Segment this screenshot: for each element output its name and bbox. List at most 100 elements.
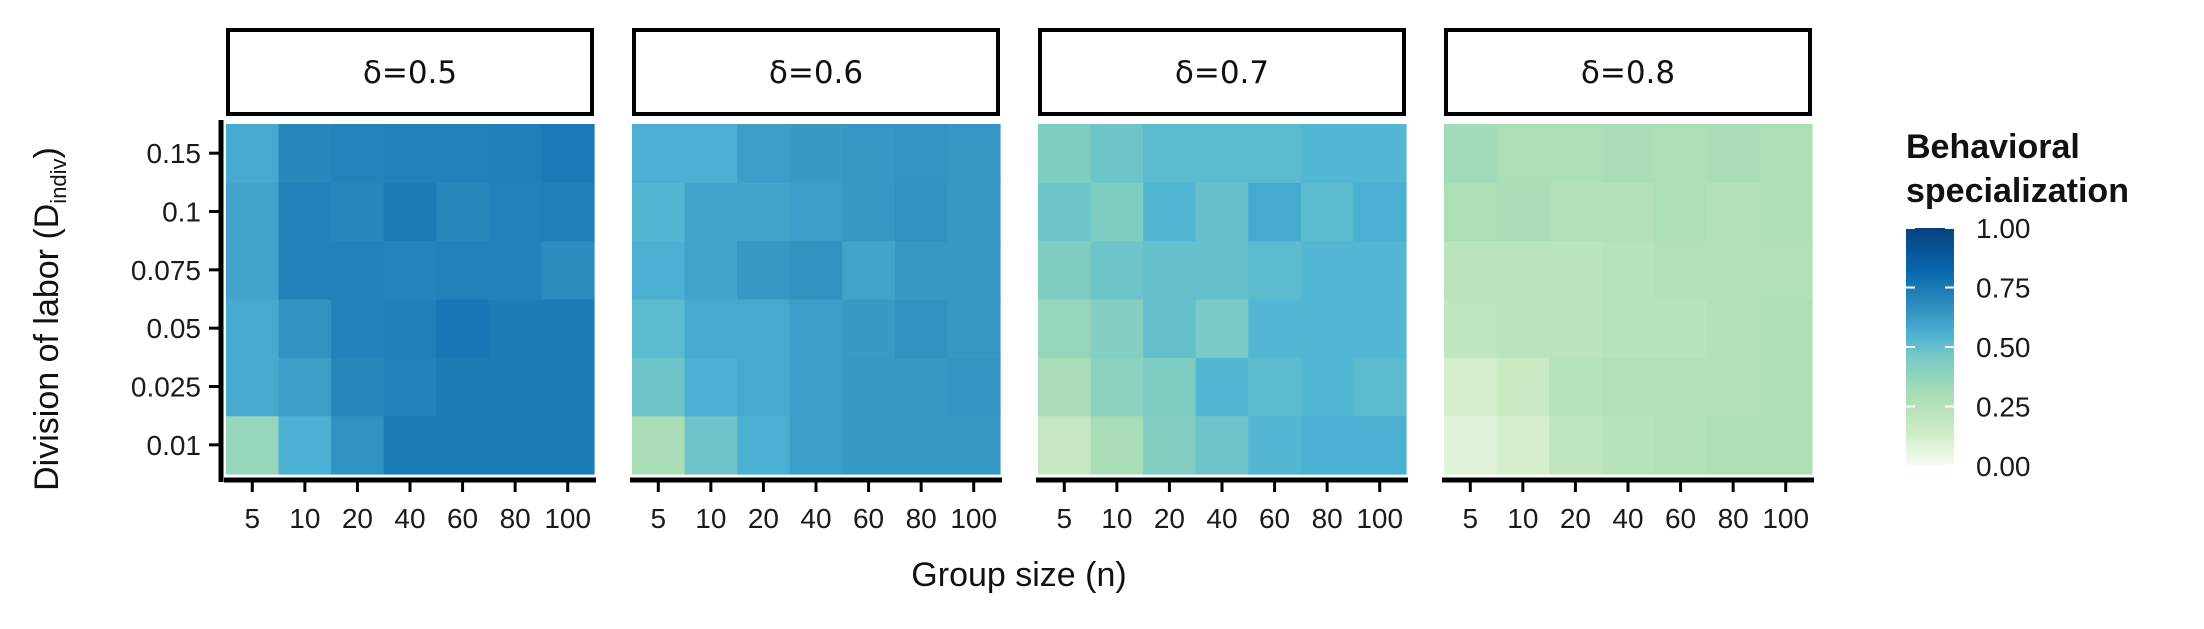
heatmap-cell [1090,240,1144,300]
heatmap-cell [1143,357,1197,417]
heatmap-cell [331,182,385,242]
heatmap-cell [1549,240,1603,300]
heatmap-cell [1143,299,1197,358]
x-axis-title: Group size (n) [911,556,1126,594]
heatmap-cell [737,357,791,417]
heatmap-cell [541,357,595,417]
heatmap-cell [1601,240,1655,300]
x-tick-label: 20 [1154,503,1185,534]
heatmap-cell [1038,182,1092,242]
heatmap-cell [894,182,949,242]
x-tick-label: 10 [695,503,726,534]
x-tick-label: 100 [544,503,591,534]
facet-strip [1038,28,1406,116]
heatmap-cell [1300,415,1355,475]
heatmap-cell [684,124,738,183]
heatmap-cell [1090,357,1144,417]
heatmap-cell [789,182,843,242]
heatmap-cell [789,124,843,183]
heatmap-cell [1759,182,1813,242]
x-tick-label: 20 [748,503,779,534]
y-axis-title-main: Division of labor (D [28,204,66,491]
y-tick-label: 0.075 [131,255,201,286]
heatmap-cell [1248,124,1302,183]
heatmap-cell [1038,357,1092,417]
heatmap-cell [737,182,791,242]
heatmap-cell [1496,357,1550,417]
heatmap-cell [632,240,686,300]
x-tick-label: 40 [1206,503,1237,534]
heatmap-cell [1759,124,1813,183]
heatmap-cell [894,124,949,183]
heatmap-cell [1353,415,1407,475]
heatmap-cell [684,182,738,242]
heatmap-cell [436,124,490,183]
y-tick-label: 0.15 [147,138,202,169]
legend-title-line-2: specialization [1906,172,2129,210]
heatmap-cell [1248,182,1302,242]
x-tick-label: 60 [853,503,884,534]
x-tick-label: 40 [800,503,831,534]
heatmap-cell [1090,299,1144,358]
heatmap-cell [541,240,595,300]
heatmap-cell [947,182,1001,242]
heatmap-cell [947,415,1001,475]
heatmap-cell [488,240,543,300]
heatmap-cell [1090,124,1144,183]
heatmap-cell [894,357,949,417]
heatmap-cell [226,415,280,475]
heatmap-cell [1195,182,1249,242]
heatmap-cell [1300,182,1355,242]
heatmap-cell [1038,299,1092,358]
heatmap-cell [1353,182,1407,242]
heatmap-cell [684,299,738,358]
heatmap-cell [789,415,843,475]
heatmap-cell [1195,299,1249,358]
heatmap-cell [1496,182,1550,242]
heatmap-cell [842,182,896,242]
heatmap-cell [383,415,437,475]
heatmap-cell [278,240,332,300]
heatmap-cell [1300,357,1355,417]
x-tick-label: 5 [1462,503,1478,534]
heatmap-cell [541,124,595,183]
x-tick-label: 80 [1718,503,1749,534]
heatmap-cell [737,124,791,183]
heatmap-cell [632,299,686,358]
heatmap-cell [1706,124,1761,183]
heatmap-cell [789,299,843,358]
x-tick-label: 100 [1762,503,1809,534]
facet-panel: δ=0.8 5 10 20 40 60 80 100 [1442,28,1814,534]
heatmap-cell [1706,240,1761,300]
heatmap-cell [684,357,738,417]
heatmap-cell [226,182,280,242]
heatmap-cell [1353,240,1407,300]
heatmap-cell [383,182,437,242]
x-tick-label: 100 [950,503,997,534]
heatmap-cell [1353,299,1407,358]
heatmap-cell [541,415,595,475]
heatmap-cell [947,357,1001,417]
heatmap-cell [947,299,1001,358]
heatmap-cell [1444,124,1498,183]
heatmap-cell [1143,182,1197,242]
legend-tick-label: 1.00 [1976,213,2031,244]
heatmap-cell [1654,415,1708,475]
heatmap-cell [1601,415,1655,475]
heatmap-cell [1706,357,1761,417]
heatmap-cell [1496,415,1550,475]
x-tick-label: 20 [1560,503,1591,534]
heatmap-cell [1549,415,1603,475]
heatmap-cell [1444,182,1498,242]
heatmap-cell [278,415,332,475]
heatmap-cell [842,299,896,358]
x-tick-label: 60 [1259,503,1290,534]
facet-panel: δ=0.7 5 10 20 40 60 80 100 [1036,28,1408,534]
heatmap-cell [436,182,490,242]
legend-tick-label: 0.00 [1976,451,2031,482]
heatmap-cell [331,299,385,358]
y-axis-title: Division of labor (Dindiv) [28,147,71,491]
heatmap-cell [842,124,896,183]
x-tick-label: 10 [1507,503,1538,534]
facet-strip [632,28,1000,116]
